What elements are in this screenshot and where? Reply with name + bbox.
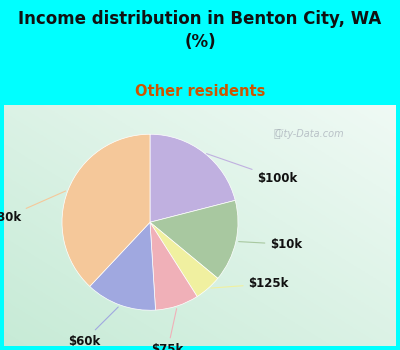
Wedge shape	[62, 134, 150, 286]
Wedge shape	[150, 222, 218, 296]
Wedge shape	[150, 222, 197, 310]
Text: $30k: $30k	[0, 191, 66, 224]
Wedge shape	[150, 200, 238, 278]
Text: City-Data.com: City-Data.com	[275, 129, 344, 139]
Text: $100k: $100k	[206, 154, 298, 185]
Text: $60k: $60k	[68, 307, 118, 348]
Text: $75k: $75k	[152, 309, 184, 350]
Text: Income distribution in Benton City, WA
(%): Income distribution in Benton City, WA (…	[18, 10, 382, 51]
Text: Other residents: Other residents	[135, 84, 265, 99]
Wedge shape	[150, 134, 235, 222]
Wedge shape	[90, 222, 156, 310]
Text: 🔍: 🔍	[273, 129, 280, 139]
Text: $125k: $125k	[211, 277, 289, 290]
Text: $10k: $10k	[239, 238, 302, 251]
